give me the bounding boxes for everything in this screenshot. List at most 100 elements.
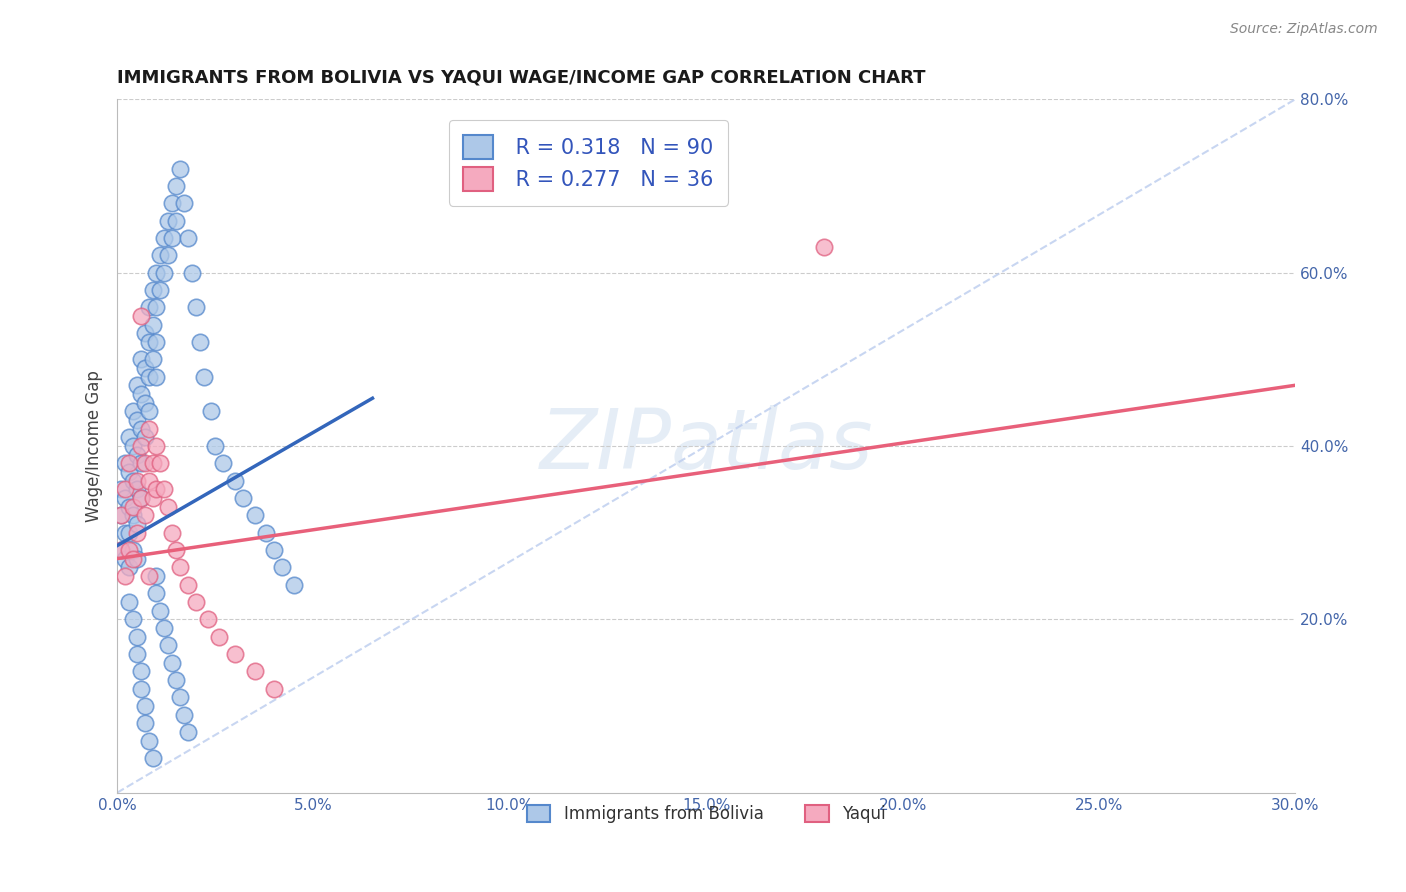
Point — [157, 638, 180, 652]
Point — [165, 673, 187, 687]
Point — [254, 525, 277, 540]
Point — [145, 266, 167, 280]
Point — [138, 733, 160, 747]
Point — [114, 491, 136, 505]
Point — [141, 283, 163, 297]
Point — [243, 508, 266, 523]
Point — [129, 421, 152, 435]
Point — [125, 413, 148, 427]
Point — [141, 456, 163, 470]
Point — [110, 543, 132, 558]
Point — [169, 161, 191, 176]
Point — [134, 360, 156, 375]
Point — [141, 751, 163, 765]
Point — [169, 560, 191, 574]
Point — [129, 665, 152, 679]
Point — [165, 213, 187, 227]
Point — [271, 560, 294, 574]
Point — [122, 439, 145, 453]
Point — [188, 334, 211, 349]
Point — [138, 334, 160, 349]
Point — [173, 196, 195, 211]
Point — [125, 474, 148, 488]
Point — [169, 690, 191, 705]
Y-axis label: Wage/Income Gap: Wage/Income Gap — [86, 370, 103, 522]
Point — [125, 647, 148, 661]
Point — [118, 456, 141, 470]
Point — [149, 283, 172, 297]
Point — [110, 483, 132, 497]
Point — [118, 500, 141, 514]
Point — [153, 621, 176, 635]
Point — [122, 543, 145, 558]
Point — [122, 551, 145, 566]
Point — [129, 491, 152, 505]
Point — [110, 543, 132, 558]
Point — [134, 430, 156, 444]
Point — [129, 439, 152, 453]
Point — [243, 665, 266, 679]
Text: ZIPatlas: ZIPatlas — [540, 406, 873, 486]
Point — [177, 725, 200, 739]
Point — [110, 508, 132, 523]
Point — [157, 248, 180, 262]
Point — [212, 456, 235, 470]
Point — [160, 656, 183, 670]
Point — [149, 248, 172, 262]
Point — [118, 525, 141, 540]
Point — [160, 196, 183, 211]
Point — [125, 483, 148, 497]
Point — [125, 448, 148, 462]
Point — [153, 483, 176, 497]
Point — [110, 508, 132, 523]
Point — [173, 707, 195, 722]
Point — [134, 326, 156, 341]
Point — [157, 500, 180, 514]
Point — [141, 352, 163, 367]
Point — [263, 681, 285, 696]
Point — [122, 612, 145, 626]
Point — [125, 378, 148, 392]
Point — [118, 595, 141, 609]
Point — [134, 395, 156, 409]
Point — [118, 543, 141, 558]
Point — [184, 300, 207, 314]
Point — [283, 577, 305, 591]
Point — [134, 716, 156, 731]
Point — [141, 318, 163, 332]
Point — [125, 551, 148, 566]
Point — [157, 213, 180, 227]
Point — [138, 474, 160, 488]
Point — [125, 525, 148, 540]
Point — [208, 630, 231, 644]
Text: Source: ZipAtlas.com: Source: ZipAtlas.com — [1230, 22, 1378, 37]
Point — [197, 612, 219, 626]
Point — [141, 491, 163, 505]
Point — [138, 404, 160, 418]
Point — [200, 404, 222, 418]
Point — [138, 369, 160, 384]
Point — [813, 239, 835, 253]
Point — [118, 560, 141, 574]
Point — [122, 474, 145, 488]
Point — [149, 604, 172, 618]
Point — [118, 465, 141, 479]
Point — [224, 647, 246, 661]
Point — [114, 569, 136, 583]
Point — [145, 586, 167, 600]
Point — [129, 456, 152, 470]
Point — [138, 300, 160, 314]
Point — [138, 569, 160, 583]
Point — [177, 231, 200, 245]
Point — [134, 698, 156, 713]
Point — [153, 266, 176, 280]
Point — [177, 577, 200, 591]
Point — [125, 630, 148, 644]
Point — [129, 491, 152, 505]
Point — [145, 300, 167, 314]
Point — [145, 439, 167, 453]
Point — [114, 483, 136, 497]
Point — [122, 404, 145, 418]
Point — [145, 334, 167, 349]
Point — [145, 483, 167, 497]
